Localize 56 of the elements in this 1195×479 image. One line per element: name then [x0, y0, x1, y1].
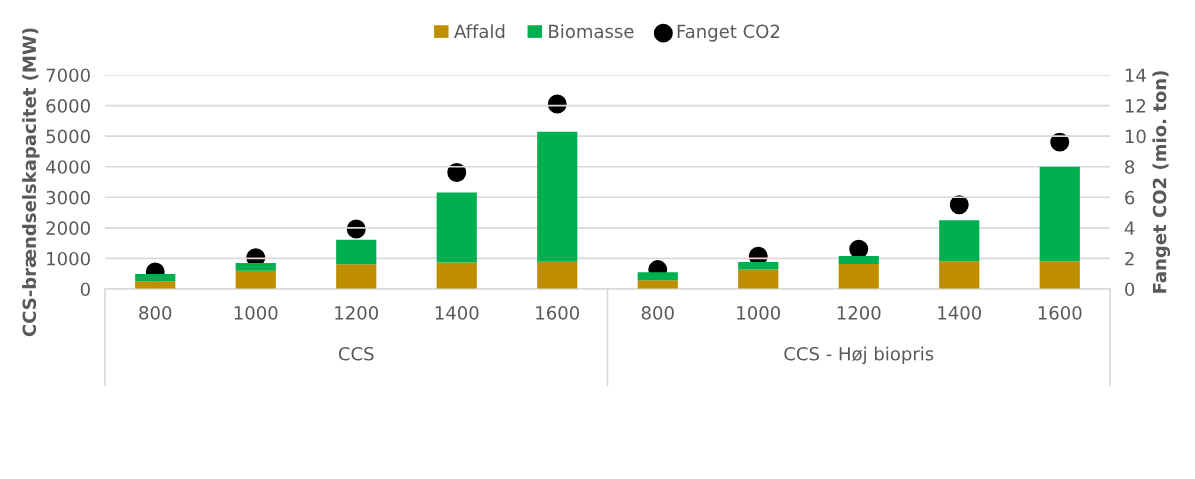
y-tick-label: 5000	[46, 129, 90, 144]
bar	[336, 264, 377, 289]
y2-tick-label: 6	[1125, 190, 1135, 205]
text: CCS - Høj biopris	[784, 346, 934, 365]
x-tick-label: 1400	[435, 305, 479, 320]
bar	[135, 274, 176, 282]
bar	[637, 280, 678, 289]
bar	[1039, 261, 1080, 289]
bar	[838, 255, 879, 264]
y2-tick-label: 0	[1125, 282, 1135, 297]
bar	[637, 272, 678, 281]
x-tick-label: 800	[139, 305, 172, 320]
bar	[336, 239, 377, 265]
bar	[436, 262, 477, 289]
legend-label: Affald	[454, 24, 505, 39]
x-tick-label: 1200	[837, 305, 881, 320]
point	[849, 239, 869, 259]
y-axis-title: CCS-brændselskapacitet (MW)	[22, 28, 40, 337]
y2-tick-label: 14	[1125, 68, 1146, 82]
point	[547, 94, 567, 114]
y-tick-label: 6000	[46, 99, 90, 113]
bar	[235, 270, 276, 289]
y2-tick-label: 2	[1125, 251, 1134, 266]
bar	[1039, 166, 1080, 262]
y-tick-label: 1000	[47, 251, 90, 266]
bar	[135, 281, 176, 289]
y2-tick-label: 10	[1125, 129, 1146, 144]
y-tick-label: 0	[80, 282, 90, 297]
bar	[838, 263, 879, 289]
bar	[436, 192, 477, 263]
point	[949, 195, 969, 215]
bar	[537, 131, 578, 262]
y2-tick-label: 4	[1124, 221, 1135, 235]
bar	[939, 261, 980, 289]
y-tick-label: 4000	[46, 160, 90, 174]
x-tick-label: 1200	[335, 305, 379, 320]
y-tick-label: 7000	[46, 68, 90, 83]
y-tick-label: 2000	[46, 221, 90, 235]
text: CCS	[338, 346, 374, 361]
y2-tick-label: 12	[1125, 99, 1146, 113]
y2-axis-title: Fanget CO2 (mio. ton)	[1152, 71, 1171, 293]
bar	[537, 261, 578, 289]
bar	[939, 220, 980, 262]
legend-label: Fanget CO2	[677, 24, 780, 42]
x-tick-label: 1000	[737, 305, 781, 320]
x-tick-label: 1400	[938, 305, 982, 320]
y-tick-label: 3000	[46, 190, 90, 205]
y2-tick-label: 8	[1125, 160, 1135, 174]
x-tick-label: 1600	[1038, 305, 1082, 320]
x-tick-label: 1000	[234, 305, 278, 320]
bar	[235, 263, 276, 271]
x-tick-label: 800	[641, 305, 674, 320]
bar	[738, 262, 779, 270]
x-tick-label: 1600	[536, 305, 580, 320]
bar	[738, 269, 779, 289]
legend-label: Biomasse	[549, 24, 634, 39]
